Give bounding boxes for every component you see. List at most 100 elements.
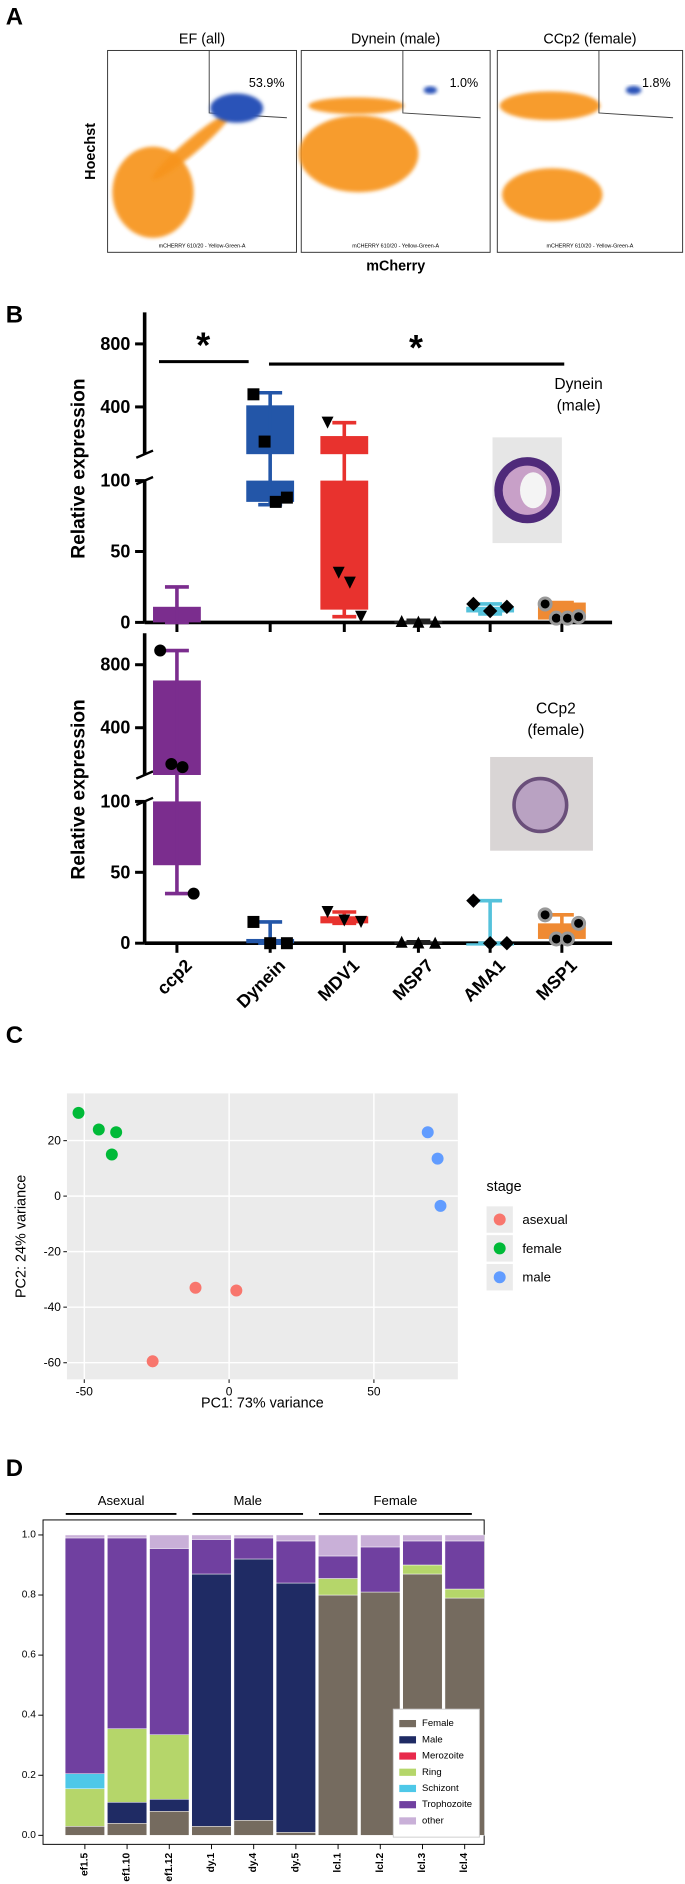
x-tick-label: lcl.1 [333,1852,344,1872]
legend-label: Schizont [422,1783,459,1794]
bar-segment [64,1534,105,1539]
x-tick-label: 0 [226,1384,233,1398]
data-point [429,615,442,628]
legend-label: other [422,1815,445,1826]
legend-marker [493,1242,506,1255]
bar-segment [275,1540,316,1584]
gated-events [423,86,438,94]
bar-segment [444,1588,485,1599]
legend-swatch [399,1736,417,1744]
bar-segment [318,1578,359,1596]
x-tick-label: dy.5 [290,1852,301,1872]
plot-title: Dynein (male) [351,32,440,48]
gate [208,50,287,119]
legend-label: Trophozoite [422,1799,472,1810]
data-point [571,915,587,931]
data-point [258,435,271,448]
data-point [482,603,498,619]
group-label: Male [233,1493,261,1508]
subplot-label: (female) [527,722,584,739]
data-point [421,1126,434,1139]
data-point [72,1106,85,1119]
legend-swatch [399,1768,417,1776]
data-point [176,761,189,774]
bar-segment [107,1534,148,1539]
event-cloud [152,113,231,180]
x-tick-label: lcl.4 [459,1852,470,1872]
bar-segment [402,1540,443,1566]
x-tick-label: lcl.3 [417,1852,428,1872]
legend-label: Merozoite [422,1751,464,1762]
legend-swatch [399,1801,417,1809]
y-tick-label: 50 [110,541,130,561]
bar-segment [191,1539,232,1575]
legend-swatch [399,1752,417,1760]
bar-segment [233,1537,274,1560]
legend-label: asexual [522,1212,567,1227]
bar-segment [318,1534,359,1557]
data-point [499,935,515,951]
data-point [247,388,260,401]
bar-segment [318,1555,359,1579]
data-point [434,1199,447,1212]
bar-segment [107,1823,148,1836]
bar-segment [402,1564,443,1575]
data-point [412,615,425,628]
y-tick-label: -20 [44,1245,62,1259]
bar-segment [149,1799,190,1812]
x-tick-label: -50 [76,1384,94,1398]
legend-label: female [522,1241,561,1256]
panel-letter: C [6,1022,23,1049]
bar-segment [444,1540,485,1590]
y-tick-label: -40 [44,1300,62,1314]
significance-mark: * [409,327,423,368]
y-tick-label: 50 [110,862,130,882]
y-axis-label: Hoechst [83,123,99,180]
x-tick-label: MSP1 [532,955,581,1004]
data-point [571,609,587,625]
data-point [338,914,351,927]
gated-events [210,93,264,123]
y-tick-label: 800 [100,655,130,675]
data-point [230,1284,243,1297]
gated-events [625,85,642,95]
y-axis-label: Relative expression [68,699,89,879]
data-point [482,935,498,951]
bar-segment [64,1788,105,1827]
data-point [280,491,293,504]
data-point [321,416,334,429]
gate [598,50,674,119]
data-point [431,1152,444,1165]
plot-frame [496,49,684,253]
data-point [321,906,334,919]
bar-segment [64,1537,105,1774]
bar-segment [191,1534,232,1540]
y-tick-label: 0 [120,612,130,632]
y-tick-label: 0 [120,933,130,953]
x-axis-label: PC1: 73% variance [201,1395,324,1411]
event-cloud [499,91,601,121]
bar-segment [275,1832,316,1836]
x-tick-label: MSP7 [389,955,438,1004]
data-point [466,893,481,908]
y-tick-label: 0.0 [22,1830,36,1841]
bar-segment [107,1802,148,1824]
bar-segment [107,1537,148,1729]
bar-segment [191,1573,232,1827]
cell-image [512,776,569,834]
bar-segment [149,1548,190,1735]
x-tick-label: dy.4 [248,1852,259,1872]
data-point [105,1148,118,1161]
x-tick-label: AMA1 [459,955,509,1005]
x-tick-label: ef1.5 [79,1852,90,1876]
axis-parameter: mCHERRY 610/20 - Yellow-Green-A [547,243,634,249]
legend-swatch [399,1817,417,1825]
x-tick-label: MDV1 [314,955,363,1005]
subplot-label: (male) [557,398,601,415]
y-axis-label: PC2: 24% variance [14,1175,30,1298]
event-cloud [308,97,405,115]
data-point [559,931,575,947]
bar-segment [64,1773,105,1790]
